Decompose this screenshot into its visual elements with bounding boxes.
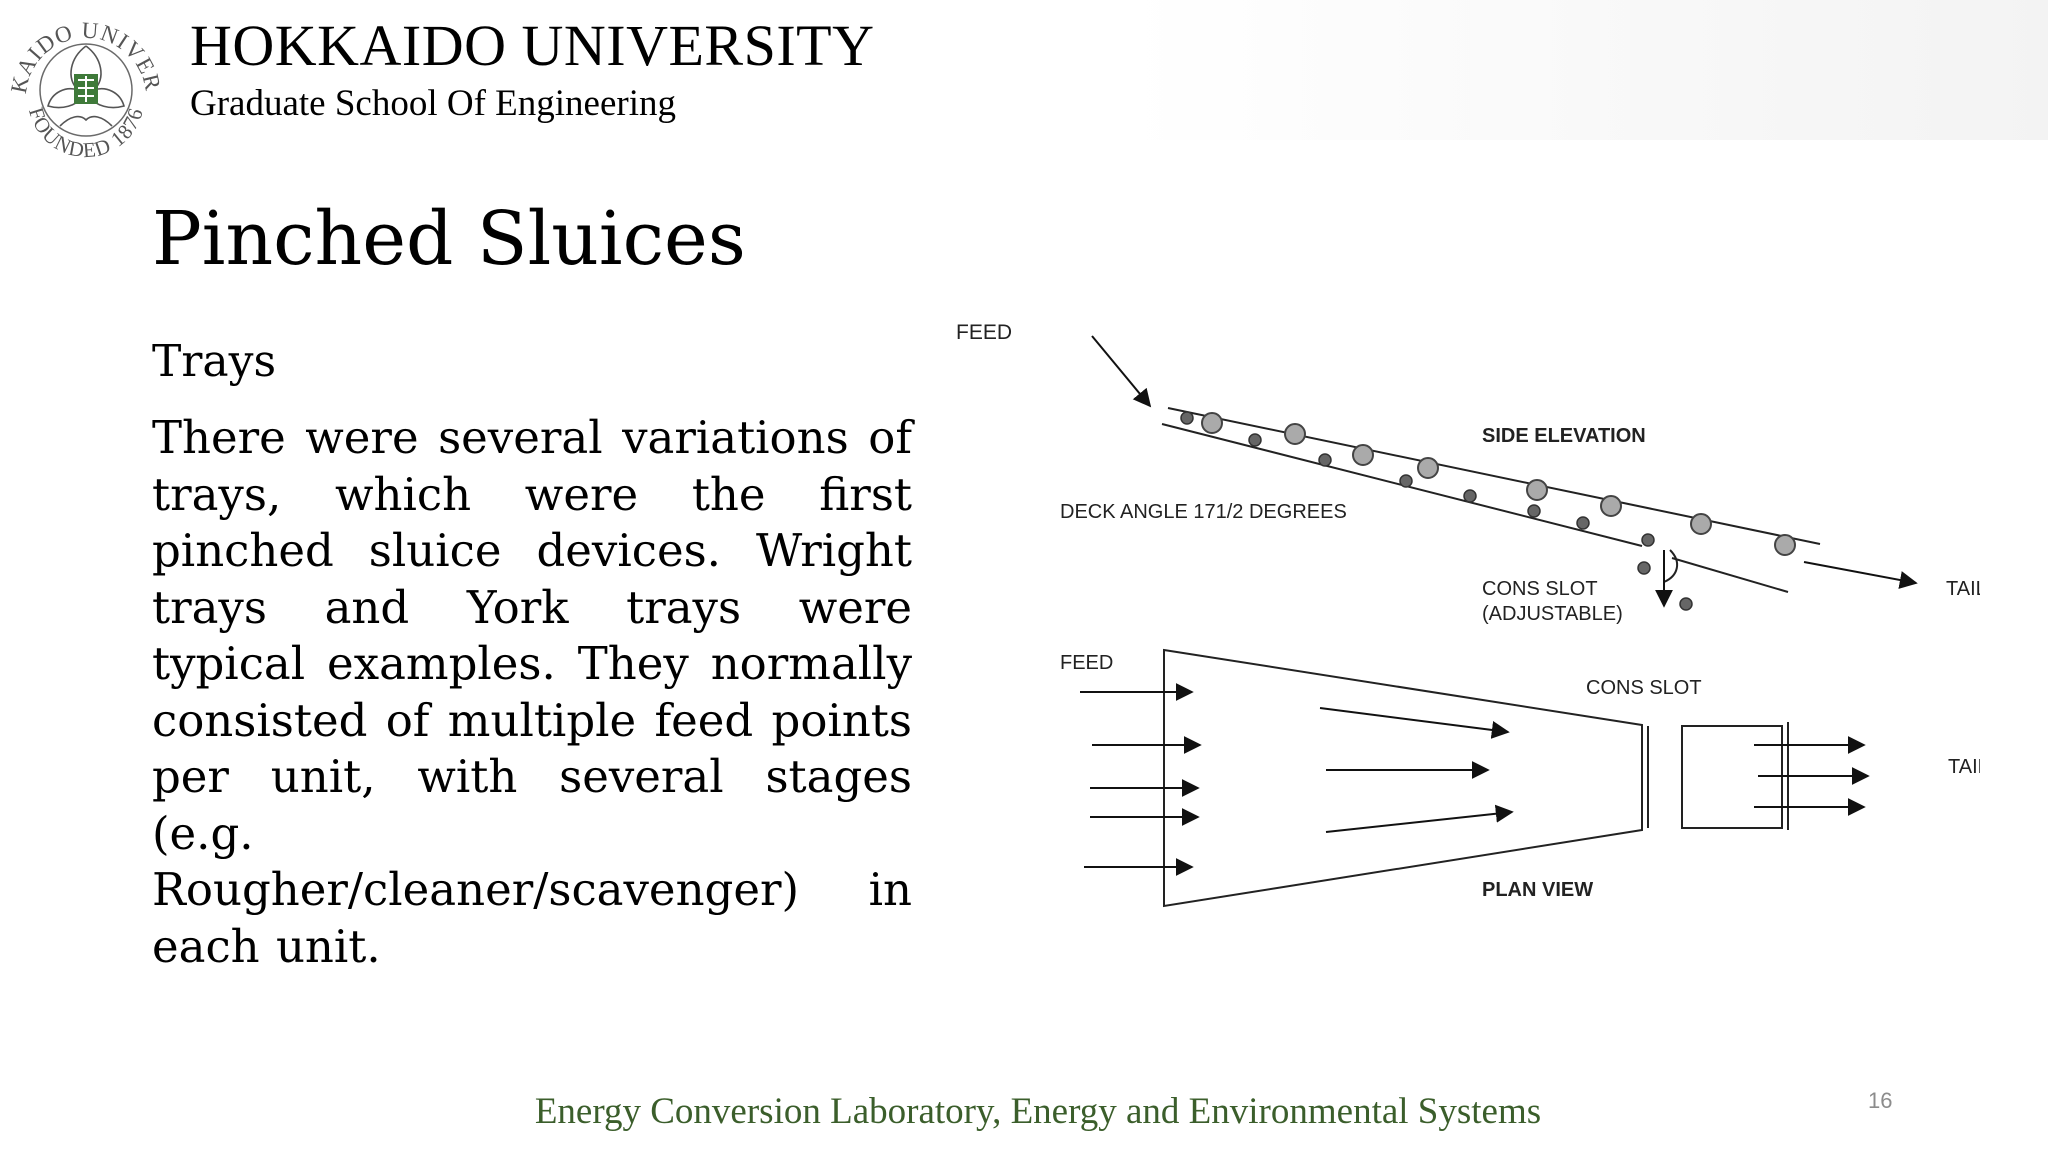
section-heading: Trays [152,336,277,387]
plan-view-label: PLAN VIEW [1482,879,1593,901]
tails-label-top: TAILS [1946,578,1980,600]
university-name: HOKKAIDO UNIVERSITY [190,13,875,78]
side-elevation-diagram: FEED SIDE ELEVATION DECK ANGLE 171/2 DEG… [956,321,1980,625]
school-name: Graduate School Of Engineering [190,83,676,124]
tails-arrows-plan [1754,736,1870,816]
plan-view-diagram: FEED CONS SLOT TAILS PLAN VIEW [1060,648,1980,908]
tails-channel [1681,725,1783,829]
adjustable-slot-splitter [1663,549,1679,583]
university-seal-logo: HOKKAIDO UNIVERSITY FOUNDED 1876 [0,2,165,162]
pinched-sluice-diagram: FEED SIDE ELEVATION DECK ANGLE 171/2 DEG… [956,321,1980,908]
slide-title: Pinched Sluices [152,196,746,282]
tails-arrow-top [1803,561,1918,589]
header-band [0,0,2048,140]
pinched-tray-outline [1163,648,1643,908]
cons-slot-label-top: CONS SLOT [1482,578,1598,600]
cons-slot-adjustable-label: (ADJUSTABLE) [1482,603,1623,625]
svg-text:FOUNDED 1876: FOUNDED 1876 [24,104,148,162]
heavy-particles [1180,411,1693,611]
body-paragraph: There were several variations of trays, … [152,411,912,973]
deck-angle-label: DECK ANGLE 171/2 DEGREES [1060,501,1347,523]
feed-label-top: FEED [956,321,1012,344]
page-number: 16 [1868,1088,1893,1113]
deck-after-slot [1671,557,1789,593]
light-particles [1201,412,1796,556]
flow-arrows-plan [1319,707,1514,833]
feed-label-plan: FEED [1060,652,1113,674]
feed-arrow [1091,335,1152,408]
tails-label-plan: TAILS [1948,756,1980,778]
cons-slot-label-plan: CONS SLOT [1586,677,1702,699]
side-elevation-label: SIDE ELEVATION [1482,425,1646,447]
footer-lab-name: Energy Conversion Laboratory, Energy and… [534,1091,1542,1132]
feed-arrows-plan [1080,683,1202,876]
